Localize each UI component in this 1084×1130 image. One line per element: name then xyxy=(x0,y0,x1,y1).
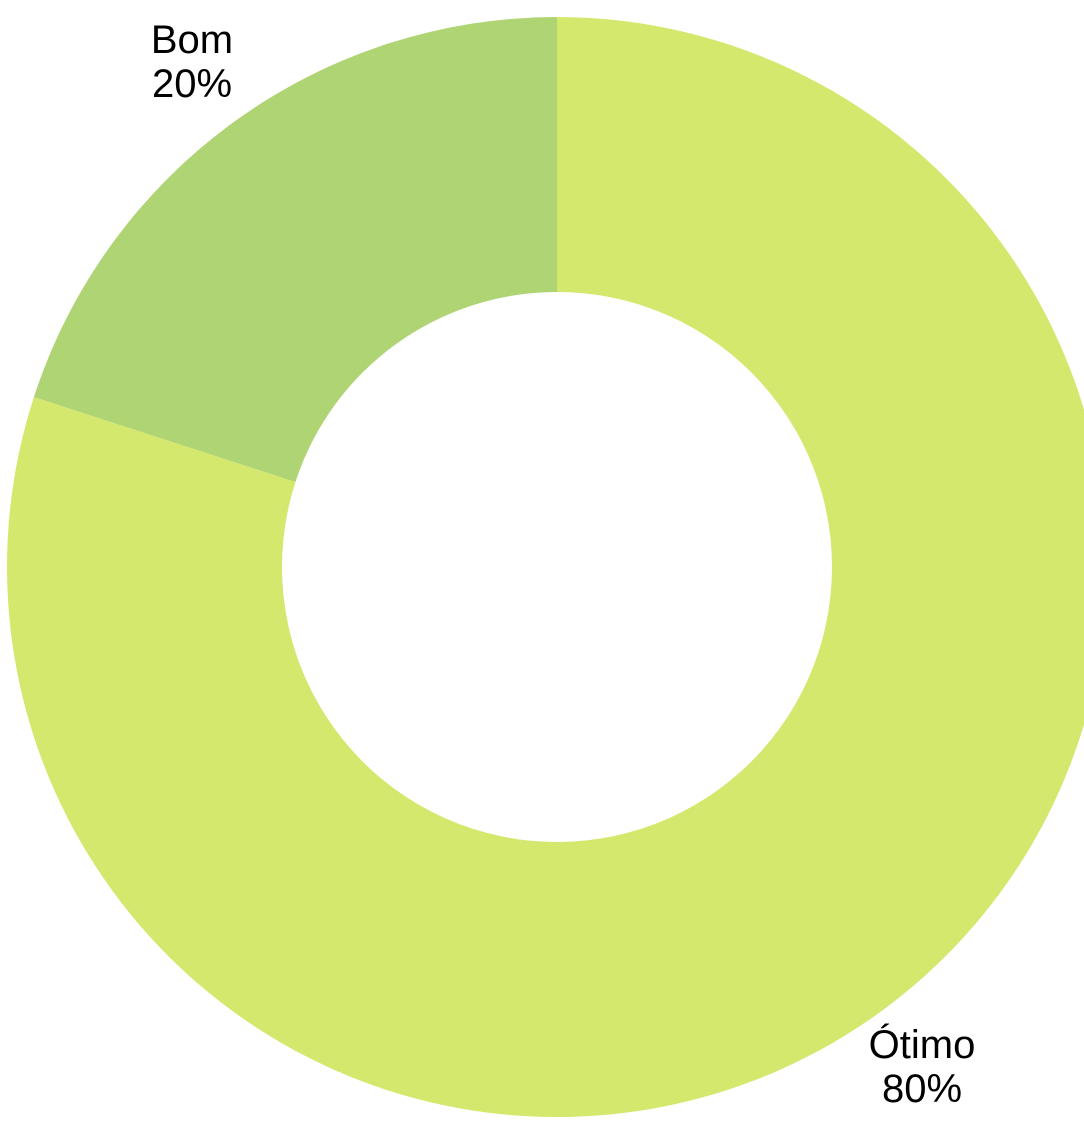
slice-value-label: 80% xyxy=(882,1067,962,1111)
donut-slice xyxy=(7,17,1084,1117)
donut-slice xyxy=(33,17,557,483)
slice-value-label: 20% xyxy=(152,62,232,106)
slice-label: Ótimo xyxy=(869,1022,976,1067)
slice-label: Bom xyxy=(151,18,233,62)
